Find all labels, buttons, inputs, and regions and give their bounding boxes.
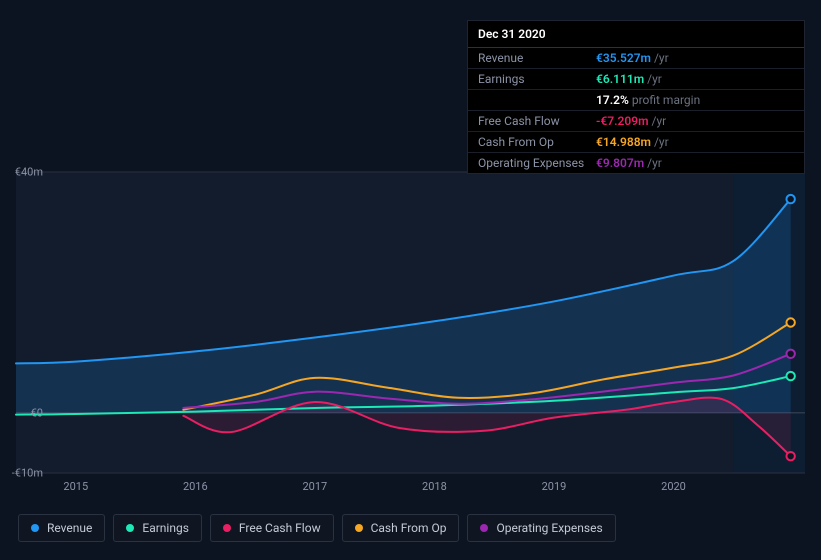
- legend-dot-icon: [223, 524, 231, 532]
- legend-dot-icon: [126, 524, 134, 532]
- x-axis-label: 2020: [661, 480, 686, 493]
- legend-label: Cash From Op: [371, 521, 447, 535]
- tooltip-value: €35.527m/yr: [596, 51, 669, 65]
- x-axis-label: 2017: [302, 480, 327, 493]
- x-axis-label: 2018: [422, 480, 447, 493]
- tooltip-label: Free Cash Flow: [478, 114, 596, 128]
- x-axis-label: 2016: [183, 480, 208, 493]
- legend-dot-icon: [480, 524, 488, 532]
- tooltip-subrow: 17.2%profit margin: [468, 90, 804, 111]
- legend-label: Revenue: [47, 521, 92, 535]
- tooltip-value: €9.807m/yr: [596, 156, 662, 170]
- tooltip-date: Dec 31 2020: [468, 21, 804, 48]
- tooltip-label: Cash From Op: [478, 135, 596, 149]
- tooltip-value: €6.111m/yr: [596, 72, 662, 86]
- legend-label: Free Cash Flow: [239, 521, 321, 535]
- legend-item-cfo[interactable]: Cash From Op: [342, 514, 460, 542]
- tooltip-value: -€7.209m/yr: [596, 114, 666, 128]
- legend-label: Earnings: [142, 521, 189, 535]
- data-tooltip: Dec 31 2020 Revenue€35.527m/yrEarnings€6…: [467, 20, 805, 174]
- tooltip-value: €14.988m/yr: [596, 135, 669, 149]
- x-axis-label: 2019: [542, 480, 567, 493]
- tooltip-row: Earnings€6.111m/yr: [468, 69, 804, 90]
- x-axis-label: 2015: [63, 480, 88, 493]
- legend-item-earnings[interactable]: Earnings: [113, 514, 202, 542]
- y-axis-label: €40m: [15, 166, 47, 179]
- tooltip-label: Operating Expenses: [478, 156, 596, 170]
- legend-label: Operating Expenses: [496, 521, 602, 535]
- y-axis-label: €0: [31, 406, 47, 419]
- legend-item-fcf[interactable]: Free Cash Flow: [210, 514, 334, 542]
- chart-legend: Revenue Earnings Free Cash Flow Cash From O…: [18, 514, 616, 542]
- tooltip-row: Revenue€35.527m/yr: [468, 48, 804, 69]
- tooltip-row: Operating Expenses€9.807m/yr: [468, 153, 804, 173]
- y-axis-label: -€10m: [12, 467, 47, 480]
- tooltip-label: Earnings: [478, 72, 596, 86]
- tooltip-label: Revenue: [478, 51, 596, 65]
- legend-dot-icon: [355, 524, 363, 532]
- legend-item-opex[interactable]: Operating Expenses: [467, 514, 615, 542]
- tooltip-row: Cash From Op€14.988m/yr: [468, 132, 804, 153]
- tooltip-row: Free Cash Flow-€7.209m/yr: [468, 111, 804, 132]
- legend-dot-icon: [31, 524, 39, 532]
- legend-item-revenue[interactable]: Revenue: [18, 514, 105, 542]
